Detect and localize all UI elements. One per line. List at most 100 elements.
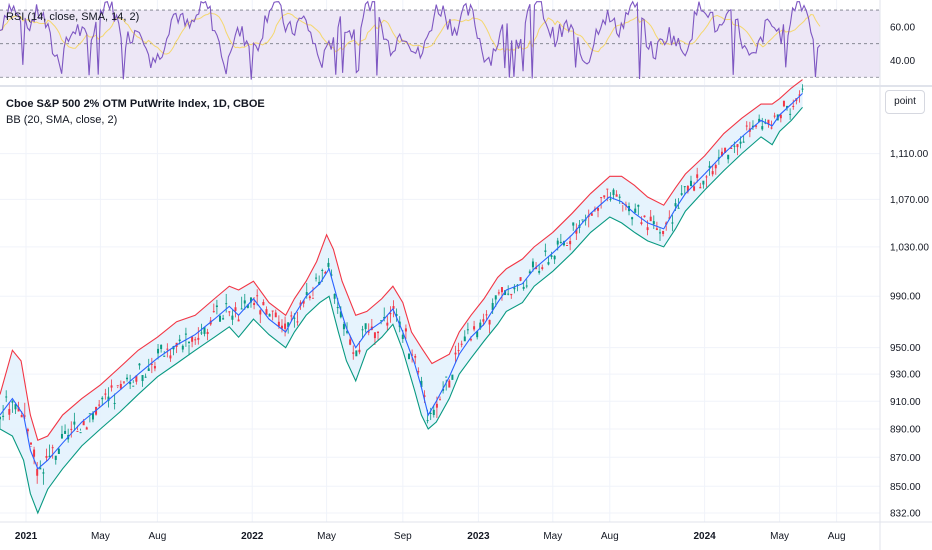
candle-body (0, 417, 1, 420)
rsi-panel (0, 0, 932, 87)
price-y-tick: 990.00 (890, 292, 921, 303)
candle-body (212, 311, 215, 313)
candle-body (191, 336, 194, 342)
candle-body (720, 151, 723, 157)
price-y-tick: 930.00 (890, 370, 921, 381)
candle-body (342, 324, 345, 330)
candle-body (497, 292, 500, 294)
candle-body (612, 189, 615, 196)
candle-body (8, 408, 11, 415)
candle-body (674, 203, 677, 207)
candle-body (581, 219, 584, 221)
candle-body (445, 376, 448, 378)
candle-body (510, 293, 513, 296)
candle-body (138, 363, 141, 366)
candle-body (631, 217, 634, 220)
candle-body (767, 119, 770, 125)
candle-body (268, 313, 271, 317)
candle-body (525, 285, 528, 287)
candle-body (640, 222, 643, 224)
candle-body (45, 455, 48, 458)
candle-body (57, 448, 60, 454)
candle-body (414, 356, 417, 358)
price-y-tick: 1,070.00 (890, 195, 929, 206)
candle-body (448, 380, 451, 388)
candle-body (79, 432, 82, 434)
candle-body (274, 312, 277, 318)
candle-body (454, 352, 457, 355)
candle-body (188, 341, 191, 344)
candle-body (215, 305, 218, 307)
candle-body (792, 105, 795, 107)
candle-body (435, 403, 438, 408)
candle-body (547, 262, 550, 265)
candle-body (693, 186, 696, 191)
price-y-tick: 870.00 (890, 453, 921, 464)
candle-body (556, 240, 559, 245)
candle-body (122, 381, 125, 383)
candle-body (590, 213, 593, 216)
bb-band-fill (0, 79, 803, 513)
candle-body (442, 388, 445, 391)
candle-body (711, 171, 714, 175)
candle-body (426, 420, 429, 422)
candle-body (439, 399, 441, 401)
candle-body (770, 127, 773, 129)
scale-mode-button[interactable]: point (885, 90, 925, 114)
candle-body (11, 401, 14, 403)
bb-basis-line (0, 92, 803, 470)
candle-body (730, 147, 733, 149)
candle-body (169, 355, 172, 359)
candle-body (705, 176, 708, 178)
candle-body (689, 180, 692, 187)
x-tick: Aug (601, 531, 619, 542)
candle-body (277, 321, 280, 327)
candle-body (485, 314, 488, 316)
x-tick: May (317, 531, 336, 542)
candle-body (758, 118, 761, 123)
candle-body (29, 442, 32, 445)
candle-body (724, 147, 727, 153)
candle-body (311, 297, 314, 299)
candle-body (225, 303, 228, 305)
price-candles (0, 84, 804, 485)
candle-body (132, 385, 135, 387)
candle-body (2, 415, 5, 417)
candle-body (101, 397, 104, 400)
candle-body (243, 300, 246, 304)
candle-body (373, 332, 376, 339)
candle-body (553, 255, 556, 260)
candle-body (531, 261, 534, 268)
candle-body (280, 325, 283, 329)
candle-body (423, 395, 426, 397)
price-panel (0, 79, 804, 515)
candle-body (305, 292, 308, 296)
candle-body (352, 352, 355, 354)
candle-body (652, 221, 655, 225)
candle-body (51, 447, 54, 449)
candle-body (129, 382, 132, 385)
candle-body (88, 413, 91, 415)
candle-body (222, 318, 225, 320)
price-y-tick: 850.00 (890, 482, 921, 493)
candle-body (150, 363, 153, 365)
candle-body (284, 323, 287, 329)
candle-body (321, 270, 324, 272)
candle-body (231, 315, 234, 320)
candle-body (327, 262, 330, 267)
candle-body (200, 332, 203, 334)
candle-body (36, 468, 39, 476)
candle-body (349, 339, 352, 345)
candle-body (219, 315, 221, 322)
candle-body (194, 339, 197, 341)
price-y-tick: 832.00 (890, 508, 921, 519)
rsi-y-tick: 40.00 (890, 56, 915, 67)
candle-body (569, 240, 572, 245)
candle-body (572, 222, 575, 226)
candle-body (290, 315, 293, 317)
candle-body (135, 375, 138, 382)
candle-body (287, 322, 290, 327)
candle-body (5, 396, 8, 398)
candle-body (401, 334, 404, 339)
